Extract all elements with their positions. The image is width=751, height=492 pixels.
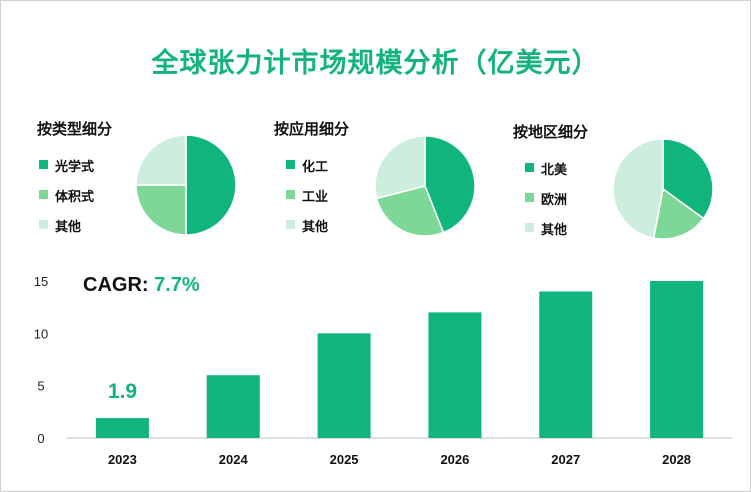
legend-swatch (286, 190, 295, 199)
bar (95, 418, 149, 438)
pie-chart-application (374, 135, 476, 237)
x-tick-label: 2027 (551, 452, 580, 467)
pie-slice (652, 187, 705, 240)
pie-slice (662, 138, 714, 220)
legend-label: 其他 (302, 219, 329, 234)
y-tick-label: 10 (34, 326, 48, 341)
legend-label: 其他 (55, 219, 82, 234)
pie-chart-type (135, 134, 237, 236)
legend-swatch (525, 163, 534, 172)
pie-slice (612, 138, 664, 239)
legend-swatch (525, 193, 534, 202)
legend-swatch (39, 220, 48, 229)
cagr-label: CAGR: 7.7% (83, 274, 200, 297)
bar (428, 312, 482, 438)
data-label: 1.9 (108, 380, 137, 403)
x-tick-label: 2023 (108, 452, 137, 467)
y-tick-label: 15 (34, 274, 48, 289)
pie-slice (185, 134, 237, 236)
legend-swatch (39, 190, 48, 199)
segment-title-type: 按类型细分 (37, 121, 113, 138)
legend-label: 其他 (541, 222, 568, 237)
legend-label: 欧洲 (541, 192, 568, 207)
bar (539, 291, 593, 438)
x-tick-label: 2028 (662, 452, 691, 467)
legend-label: 化工 (302, 159, 329, 174)
y-tick-label: 5 (37, 379, 44, 394)
segment-title-application: 按应用细分 (274, 121, 350, 138)
legend-swatch (525, 223, 534, 232)
cagr-value: 7.7% (154, 274, 200, 296)
bar (206, 375, 260, 438)
pie-slice (135, 184, 187, 236)
cagr-prefix: CAGR: (83, 274, 155, 296)
y-tick-label: 0 (37, 431, 44, 446)
x-tick-label: 2025 (330, 452, 359, 467)
segment-title-region: 按地区细分 (513, 124, 589, 141)
legend-label: 北美 (541, 162, 568, 177)
x-tick-label: 2024 (219, 452, 249, 467)
pie-slice (374, 135, 426, 200)
legend-swatch (286, 220, 295, 229)
legend-swatch (286, 160, 295, 169)
pie-slice (375, 185, 445, 237)
legend-label: 光学式 (55, 159, 95, 174)
pie-slice (424, 135, 476, 234)
page-title: 全球张力计市场规模分析（亿美元） (151, 48, 600, 78)
legend-swatch (39, 160, 48, 169)
legend-label: 体积式 (55, 189, 95, 204)
bar (317, 333, 371, 438)
x-tick-label: 2026 (440, 452, 469, 467)
legend-label: 工业 (302, 189, 329, 204)
bar (650, 281, 704, 438)
pie-chart-region (612, 138, 714, 240)
pie-slice (135, 134, 187, 186)
